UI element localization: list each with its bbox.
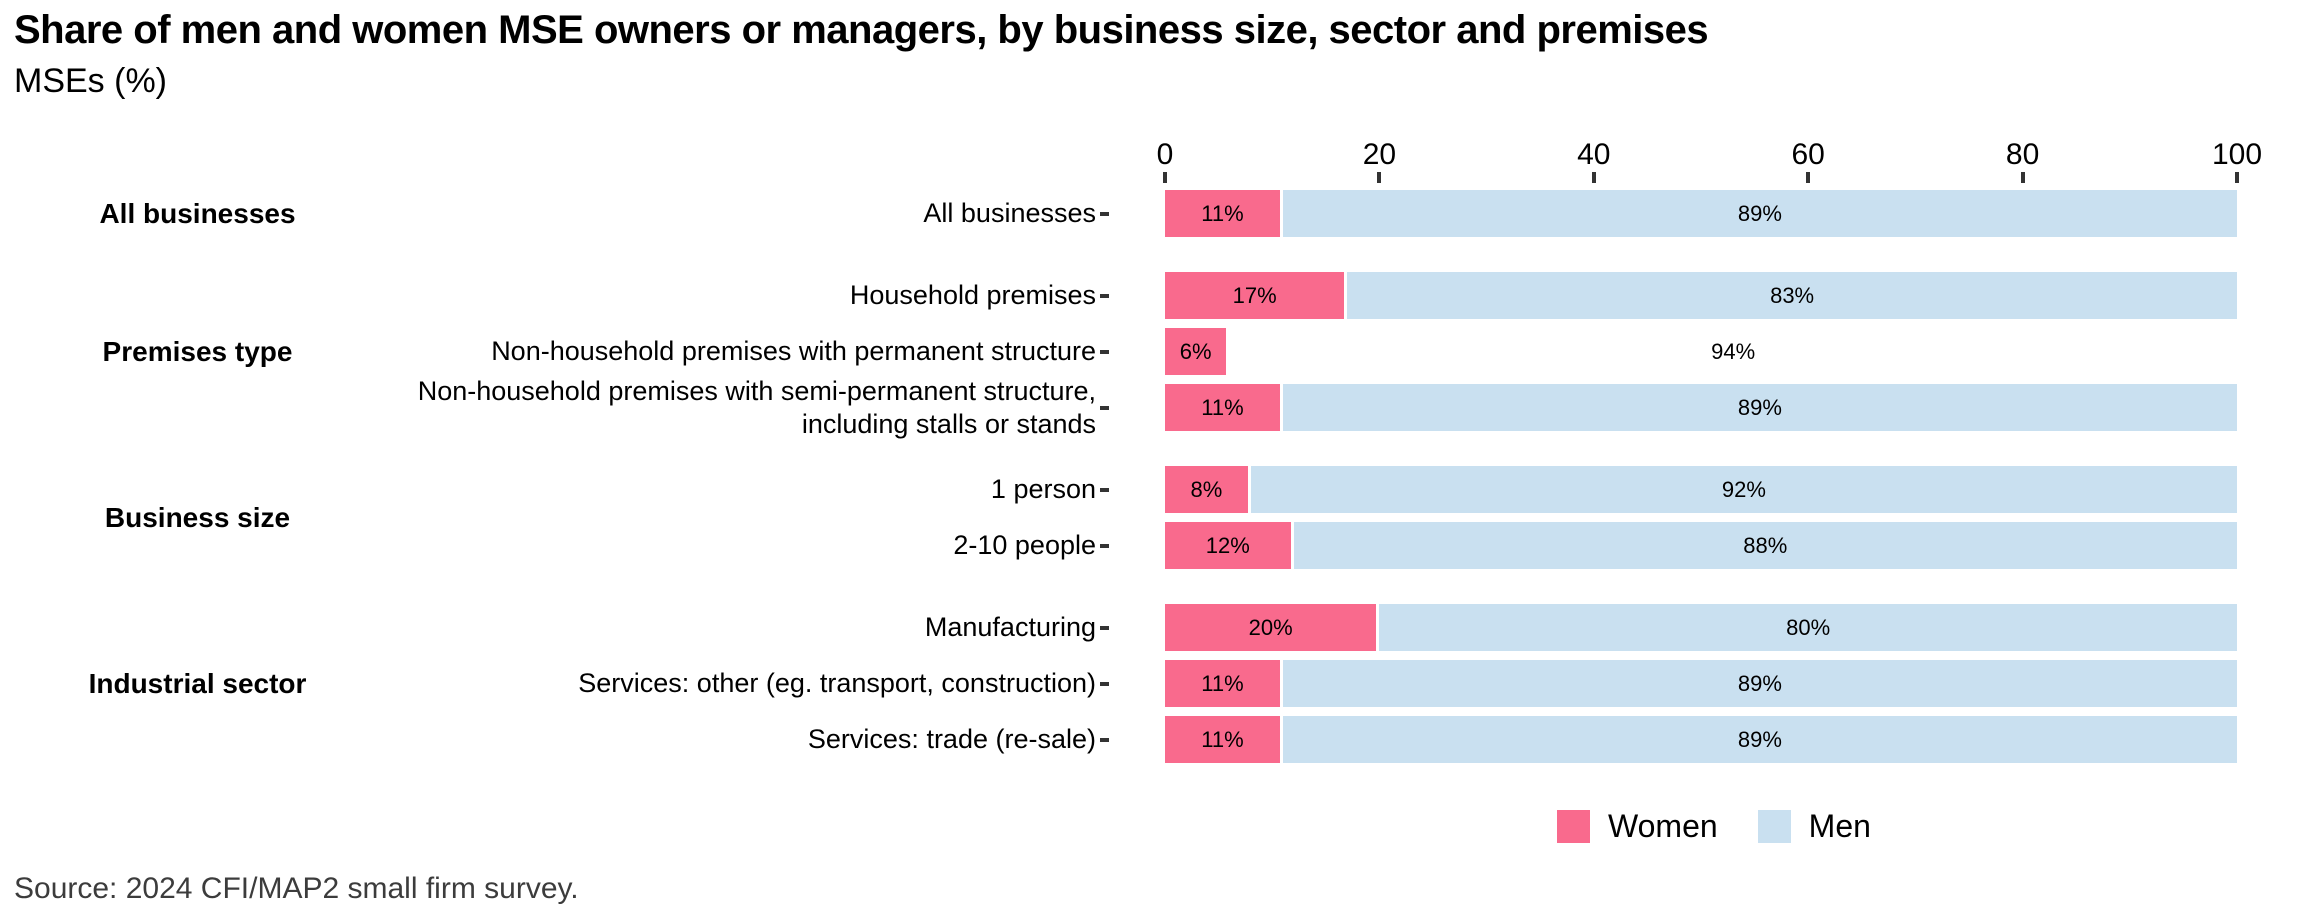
- legend-label: Women: [1608, 808, 1718, 844]
- bar-segment-men: 92%: [1250, 466, 2237, 513]
- bar-segment-men: 88%: [1293, 522, 2237, 569]
- legend: Women Men: [1557, 808, 1911, 845]
- bar-segment-men: 89%: [1282, 660, 2237, 707]
- x-axis-tick-mark: [1591, 172, 1596, 183]
- bar-value-label: 12%: [1205, 532, 1250, 558]
- bar-segment-women: 11%: [1165, 660, 1283, 707]
- bar-row: 12% 88%: [1165, 522, 2237, 569]
- bar-segment-men: 80%: [1379, 604, 2237, 651]
- legend-swatch-men: [1757, 810, 1791, 843]
- y-axis-tick-mark: [1100, 212, 1109, 216]
- row-label: Non-household premises with semi-permane…: [417, 375, 1096, 439]
- bar-value-label: 89%: [1737, 670, 1782, 696]
- legend-swatch-women: [1557, 810, 1590, 843]
- bar-segment-women: 8%: [1165, 466, 1251, 513]
- bar-segment-men: 89%: [1282, 716, 2237, 763]
- bar-value-label: 89%: [1737, 200, 1782, 226]
- x-axis-tick-mark: [1377, 172, 1382, 183]
- row-label: 2-10 people: [953, 530, 1096, 560]
- legend-item: Men: [1757, 808, 1911, 845]
- bar-row: 11% 89%: [1165, 384, 2237, 431]
- x-axis-tick-label: 0: [1156, 138, 1174, 171]
- bar-row: 17% 83%: [1165, 272, 2237, 319]
- bar-row: 11% 89%: [1165, 190, 2237, 237]
- y-axis-tick-mark: [1100, 626, 1109, 630]
- bar-value-label: 89%: [1737, 726, 1782, 752]
- row-label: Services: other (eg. transport, construc…: [578, 668, 1096, 698]
- bar-value-label: 11%: [1201, 200, 1244, 226]
- chart-subtitle: MSEs (%): [14, 62, 167, 100]
- bar-value-label: 83%: [1770, 282, 1815, 308]
- bar-value-label: 11%: [1201, 726, 1244, 752]
- bar-segment-women: 20%: [1165, 604, 1380, 651]
- x-axis-tick-mark: [1806, 172, 1811, 183]
- bar-value-label: 89%: [1737, 394, 1782, 420]
- y-axis-tick-mark: [1100, 488, 1109, 492]
- group-label: Industrial sector: [88, 667, 307, 699]
- bar-segment-women: 17%: [1165, 272, 1348, 319]
- y-axis-tick-mark: [1100, 544, 1109, 548]
- x-axis-tick-label: 60: [1791, 138, 1825, 171]
- bar-value-label: 80%: [1786, 614, 1831, 640]
- y-axis-tick-mark: [1100, 406, 1109, 410]
- y-axis-tick-mark: [1100, 294, 1109, 298]
- bar-segment-women: 11%: [1165, 190, 1283, 237]
- x-axis-tick-label: 100: [2211, 138, 2263, 171]
- bar-value-label: 88%: [1743, 532, 1788, 558]
- bar-segment-men: 94%: [1229, 328, 2237, 375]
- bar-segment-women: 11%: [1165, 384, 1283, 431]
- bar-value-label: 11%: [1201, 394, 1244, 420]
- x-axis-tick-mark: [2235, 172, 2239, 183]
- source-note: Source: 2024 CFI/MAP2 small firm survey.: [14, 872, 579, 905]
- y-axis-tick-mark: [1100, 682, 1109, 686]
- bar-segment-men: 83%: [1347, 272, 2237, 319]
- bar-row: 11% 89%: [1165, 660, 2237, 707]
- legend-item: Women: [1557, 808, 1758, 845]
- group-label: All businesses: [99, 197, 296, 229]
- row-label: Non-household premises with permanent st…: [491, 336, 1096, 366]
- bar-row: 20% 80%: [1165, 604, 2237, 651]
- y-axis-tick-mark: [1100, 350, 1109, 354]
- chart-title: Share of men and women MSE owners or man…: [14, 8, 1709, 52]
- bar-segment-women: 12%: [1165, 522, 1294, 569]
- bar-segment-women: 11%: [1165, 716, 1283, 763]
- bar-value-label: 8%: [1190, 476, 1223, 502]
- legend-label: Men: [1808, 808, 1871, 844]
- row-label: Services: trade (re-sale): [807, 724, 1096, 754]
- row-label: Household premises: [849, 280, 1096, 310]
- bar-value-label: 20%: [1248, 614, 1293, 640]
- row-label: All businesses: [923, 198, 1096, 228]
- group-label: Business size: [104, 501, 291, 533]
- bar-row: 8% 92%: [1165, 466, 2237, 513]
- bar-value-label: 94%: [1711, 338, 1756, 364]
- bar-value-label: 11%: [1201, 670, 1244, 696]
- bar-segment-men: 89%: [1282, 190, 2237, 237]
- bar-value-label: 6%: [1179, 338, 1212, 364]
- x-axis-tick-label: 40: [1577, 138, 1611, 171]
- row-label: Manufacturing: [924, 612, 1096, 642]
- bar-row: 11% 89%: [1165, 716, 2237, 763]
- x-axis-tick-mark: [2020, 172, 2025, 183]
- bar-value-label: 17%: [1232, 282, 1277, 308]
- bar-row: 6% 94%: [1165, 328, 2237, 375]
- row-label: 1 person: [990, 474, 1096, 504]
- x-axis-tick-label: 20: [1362, 138, 1397, 171]
- bar-segment-women: 6%: [1165, 328, 1230, 375]
- bar-value-label: 92%: [1721, 476, 1766, 502]
- bar-segment-men: 89%: [1282, 384, 2237, 431]
- x-axis-tick-mark: [1163, 172, 1167, 183]
- group-label: Premises type: [102, 335, 293, 367]
- x-axis-tick-label: 80: [2005, 138, 2040, 171]
- y-axis-tick-mark: [1100, 738, 1109, 742]
